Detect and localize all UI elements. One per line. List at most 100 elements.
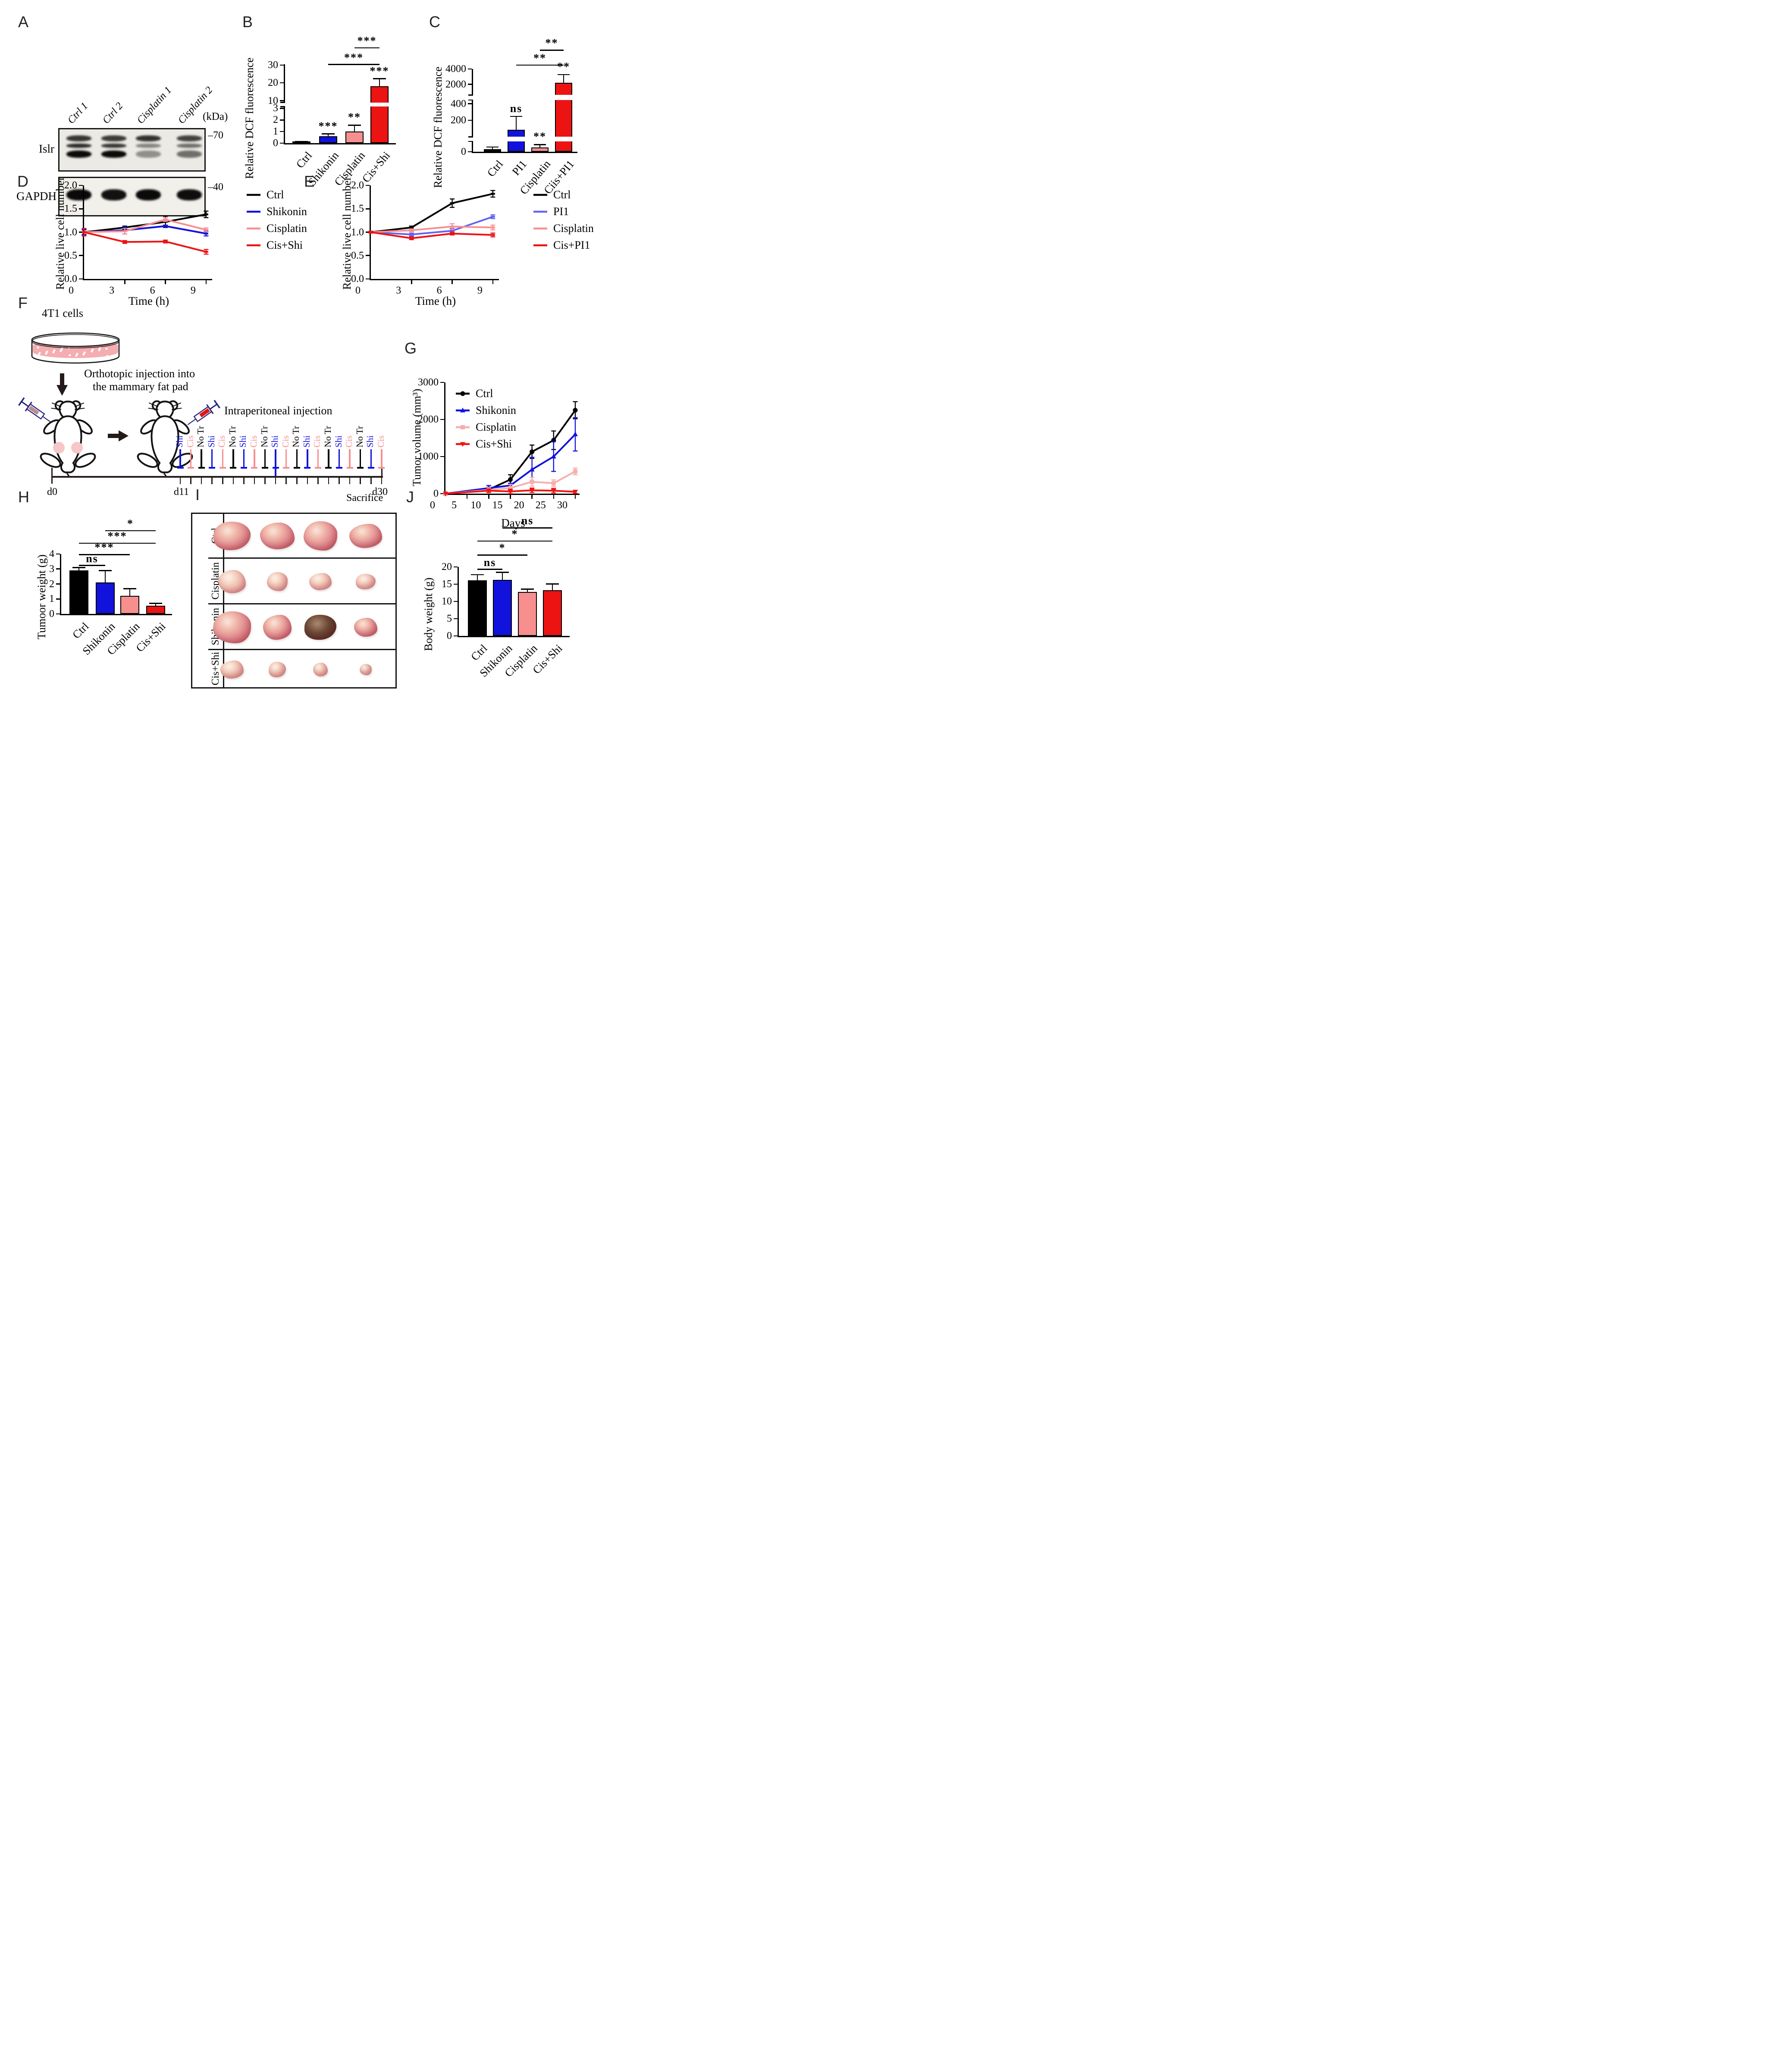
injection-day-label: Cis — [216, 435, 227, 448]
x-axis-tick-label: 15 — [492, 500, 503, 511]
legend-swatch-square-icon — [456, 425, 470, 429]
y-axis-tick-label: 1000 — [418, 451, 439, 462]
y-axis-tick-label: 0.5 — [351, 250, 364, 261]
syringe-treatment-icon — [187, 400, 220, 425]
legend-swatch-dash-icon — [533, 244, 547, 247]
panel-c-letter: C — [429, 13, 440, 31]
y-axis-tick — [56, 583, 60, 585]
blot-row-label-islr: Islr — [39, 142, 54, 155]
panel-e-letter: E — [304, 172, 315, 190]
bar-cisplatin — [345, 131, 364, 143]
axis-break-tick — [468, 94, 473, 96]
y-axis-tick-label: 0 — [447, 630, 452, 642]
y-axis-tick-label: 2 — [49, 578, 54, 590]
injection-day-label: Cis — [280, 435, 291, 448]
legend-swatch-dash-icon — [247, 210, 260, 213]
tumor-row-label: Cis+Shi — [210, 652, 221, 685]
x-axis-tick — [574, 494, 576, 499]
panel-j-body-weight-chart: J Body weight (g) 0 5 10 15 20 Ctrl Shikonin Ci… — [403, 489, 594, 690]
y-axis-tick-label: 10 — [268, 95, 278, 106]
western-blot-islr — [58, 128, 206, 172]
panel-a-western-blot: A Ctrl 1 Ctrl 2 Cisplatin 1 Cisplatin 2 … — [13, 11, 228, 216]
error-bar-cap — [521, 588, 534, 590]
tumor-photo-cisplatin-3 — [309, 573, 332, 590]
legend-swatch-dash-icon — [247, 227, 260, 230]
line-series — [443, 401, 578, 497]
x-axis-tick — [411, 279, 412, 284]
islr-band-lower — [66, 150, 91, 158]
blot-row-label-gapdh: GAPDH — [16, 190, 57, 203]
bar-break-band — [554, 137, 574, 141]
error-bar-cap — [373, 78, 386, 79]
error-bar-cap — [348, 125, 361, 126]
x-axis-tick-label: 6 — [436, 285, 442, 296]
tumor-photo-grid: Ctrl Cisplatin Shikonin Cis+Shi — [191, 513, 397, 689]
error-bar — [502, 573, 503, 580]
timeline-day-tick — [370, 476, 372, 484]
timeline-day-tick — [381, 476, 383, 484]
y-axis-tick-label: 1.5 — [64, 203, 77, 215]
error-bar-cap — [546, 583, 559, 585]
error-bar — [563, 75, 564, 83]
y-axis-tick — [366, 208, 370, 210]
legend-swatch-triangle_down-icon — [456, 442, 470, 447]
injection-tick-foot — [346, 467, 353, 469]
islr-band-middle — [136, 144, 161, 148]
legend-swatch-dash-icon — [247, 194, 260, 196]
y-axis-break — [284, 102, 285, 107]
y-axis-tick — [468, 151, 472, 153]
y-axis-tick — [440, 493, 444, 495]
legend-item: Cis+PI1 — [533, 239, 594, 252]
mw-marker-70: 70 — [208, 130, 223, 141]
x-axis-tick — [452, 279, 453, 284]
tumor-photo-cis+shi-3 — [313, 662, 328, 676]
legend-swatch-dash-icon — [247, 244, 260, 247]
x-axis-tick-label: 0 — [355, 285, 361, 296]
error-bar — [515, 117, 517, 130]
cells-dots — [37, 346, 109, 357]
error-bar — [492, 147, 493, 150]
x-axis-tick-label: 3 — [396, 285, 401, 296]
legend-item: PI1 — [533, 205, 594, 218]
x-axis-tick-label: 20 — [514, 500, 524, 511]
timeline-day-tick — [317, 476, 319, 484]
injection-tick-foot — [251, 467, 258, 469]
legend-swatch-circle-icon — [456, 391, 470, 396]
comparison-label: * — [127, 517, 134, 530]
injection-tick-foot — [325, 467, 332, 469]
injection-day-label: Cis — [185, 435, 195, 448]
timeline-day-tick — [275, 476, 276, 484]
error-bar-cap — [495, 572, 509, 573]
y-axis-tick-label: 4000 — [445, 63, 466, 75]
axis-break-tick — [468, 141, 473, 142]
error-bar-cap — [470, 574, 484, 576]
legend-label: Cisplatin — [553, 222, 594, 235]
injection-tick — [264, 449, 266, 468]
comparison-label: ** — [545, 37, 558, 50]
x-axis-tick — [165, 279, 166, 284]
x-axis-tick-label: 3 — [109, 285, 115, 296]
islr-band-lower — [101, 150, 126, 158]
panel-e-legend: Ctrl PI1 Cisplatin Cis+PI1 — [533, 188, 594, 256]
tumor-row-shikonin: Shikonin — [208, 603, 395, 649]
injection-tick-foot — [188, 467, 194, 469]
y-axis-tick — [468, 103, 472, 104]
error-bar-cap — [486, 146, 499, 148]
y-axis-tick — [280, 100, 284, 101]
panel-j-letter: J — [406, 488, 414, 506]
y-axis-tick — [56, 568, 60, 570]
sacrifice-label: Sacrifice — [346, 492, 383, 504]
y-axis-tick-label: 20 — [442, 561, 452, 573]
timeline-start-tick — [51, 468, 53, 484]
ip-injection-title: Intraperitoneal injection — [224, 404, 332, 417]
legend-label: Ctrl — [476, 387, 493, 400]
legend-label: Cis+PI1 — [553, 239, 590, 251]
bar-break-band — [554, 95, 574, 100]
legend-label: Ctrl — [553, 188, 571, 201]
timeline-d0: d0 — [47, 486, 57, 498]
y-axis-tick — [79, 208, 83, 210]
y-axis-tick — [280, 131, 284, 132]
injection-tick — [232, 449, 234, 468]
y-axis-tick — [280, 108, 284, 109]
injection-tick — [349, 449, 351, 468]
